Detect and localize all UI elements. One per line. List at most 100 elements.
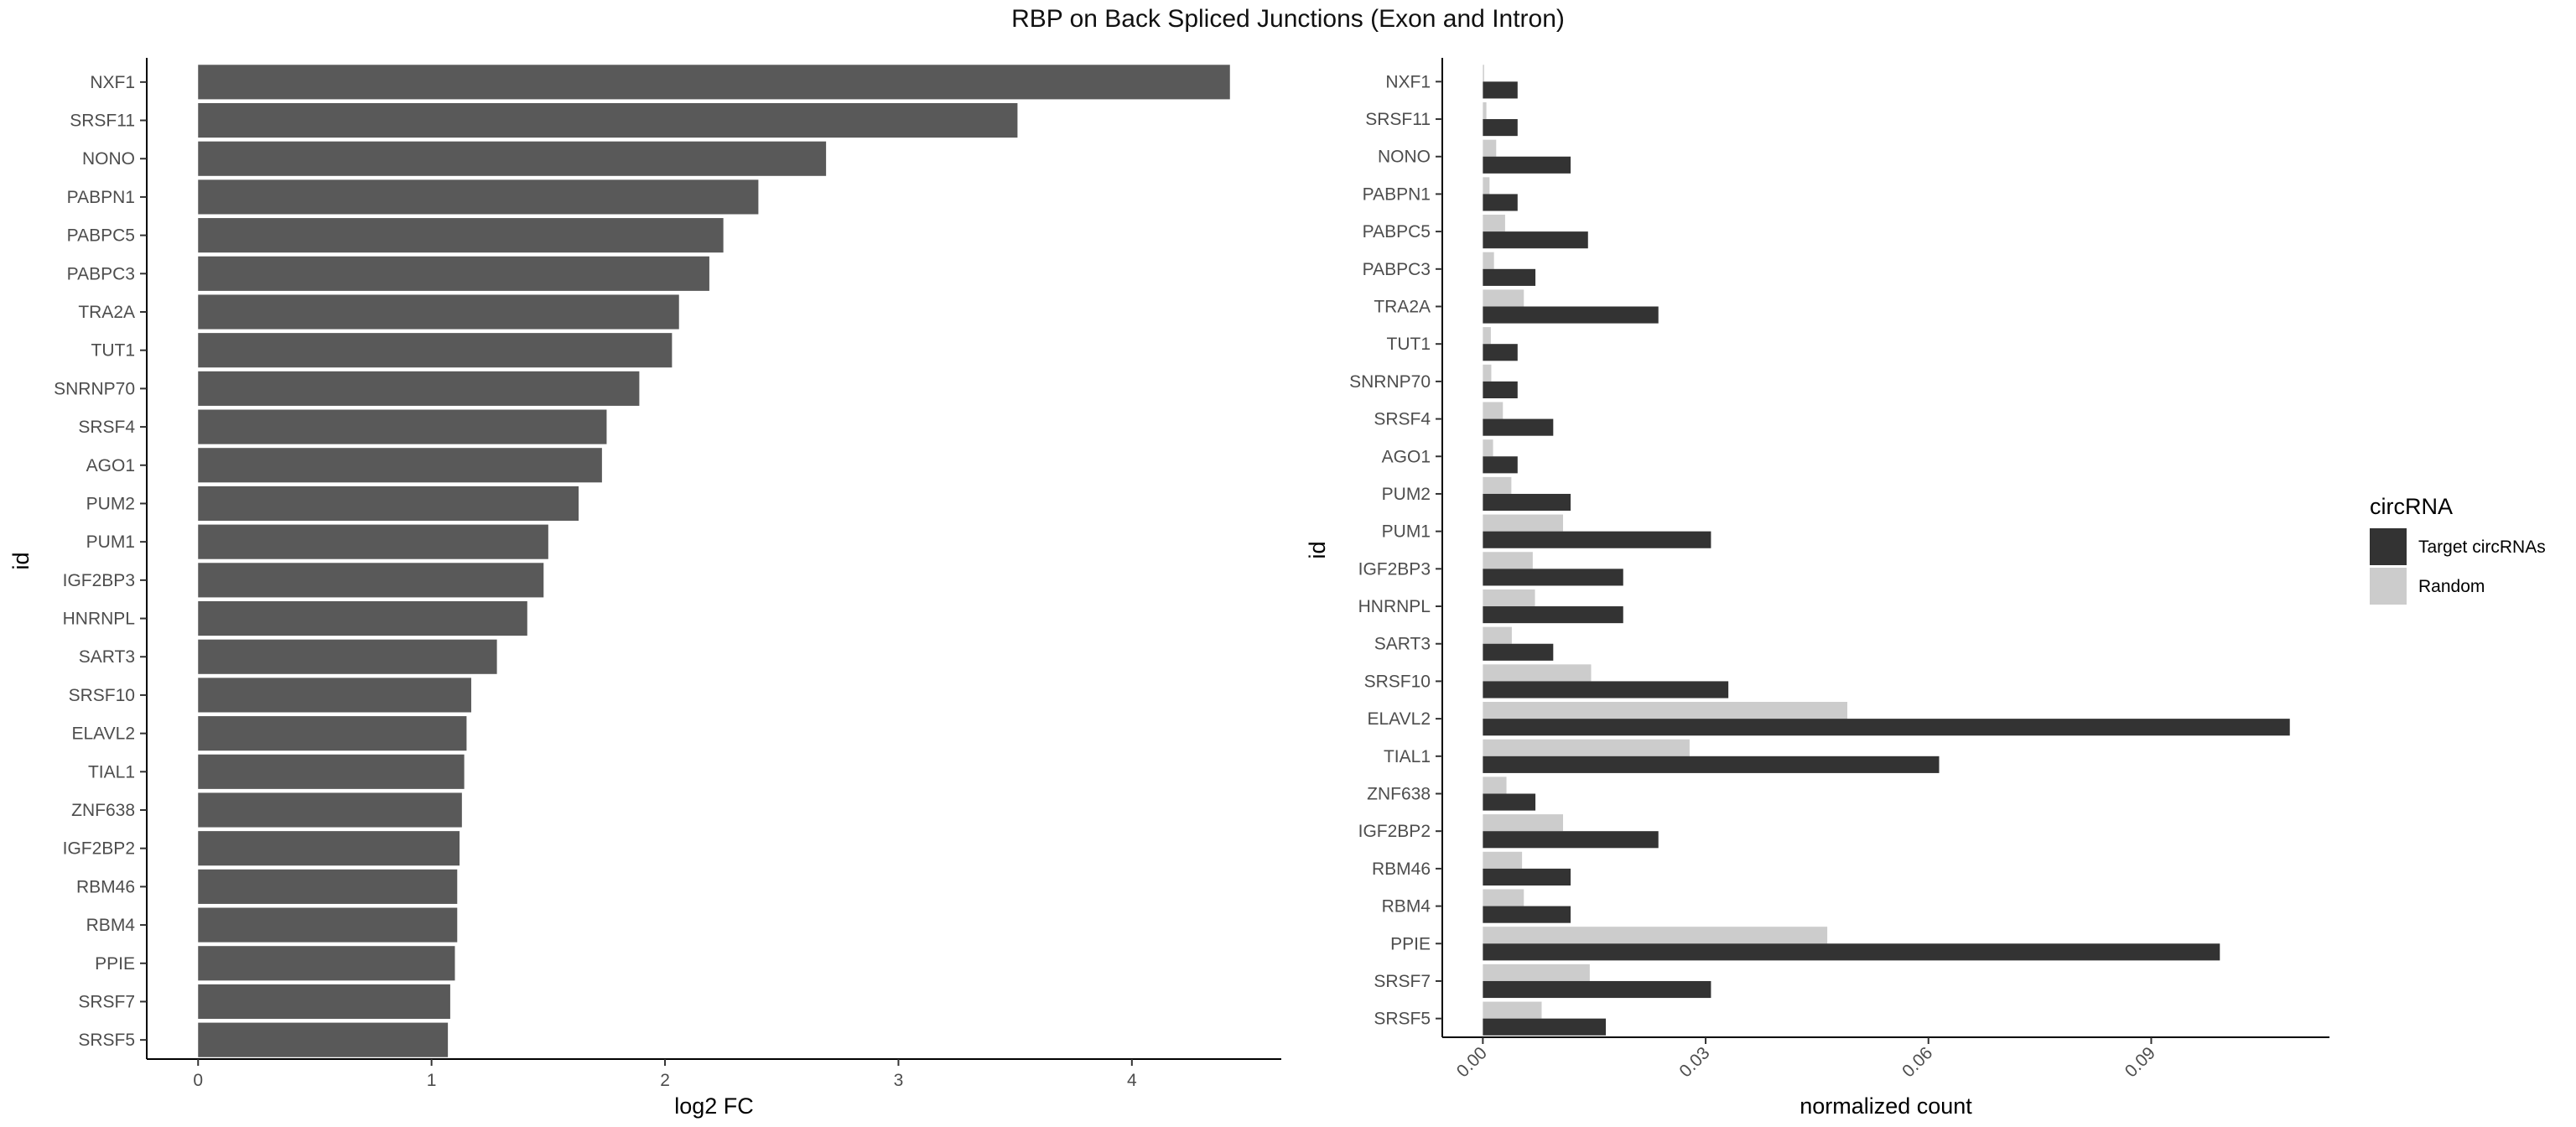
legend-label: Random [2418, 577, 2485, 596]
bar-target-nxf1 [1483, 81, 1518, 99]
y-tick-label: PABPC3 [67, 264, 135, 283]
bar-random-pabpc5 [1483, 215, 1505, 232]
y-tick-label: TUT1 [91, 341, 136, 361]
y-tick-label: RBM46 [76, 877, 135, 896]
y-tick-label: IGF2BP2 [63, 839, 135, 859]
bar-random-nono [1483, 139, 1497, 157]
fold-change-panel: NXF1 SRSF11 NONO PABPN1 PABPC5 PABPC3 TRA2A TUT… [8, 58, 1281, 1119]
bar-target-tial1 [1483, 756, 1940, 773]
y-tick-label: IGF2BP3 [63, 571, 135, 590]
y-tick-label: RBM4 [86, 916, 136, 935]
y-tick-label: SART3 [1374, 635, 1431, 654]
y-axis-title: id [1305, 541, 1330, 558]
y-tick-label: AGO1 [1382, 447, 1431, 466]
bar-random-pabpc3 [1483, 252, 1494, 269]
bar-random-srsf7 [1483, 963, 1590, 981]
y-tick-label: PABPC5 [67, 226, 135, 246]
y-tick-label: TUT1 [1387, 335, 1431, 354]
bar-igf2bp2 [198, 831, 460, 866]
y-tick-label: PPIE [95, 954, 135, 974]
bar-random-pum1 [1483, 514, 1564, 532]
bar-target-znf638 [1483, 793, 1536, 811]
bar-target-nono [1483, 156, 1571, 174]
bar-target-srsf11 [1483, 119, 1518, 137]
y-tick-label: PUM2 [86, 494, 135, 513]
x-axis-title: normalized count [1800, 1093, 1972, 1119]
y-tick-label: TRA2A [78, 303, 135, 322]
y-tick-label: SRSF5 [78, 1031, 135, 1050]
y-tick-label: TRA2A [1374, 298, 1431, 317]
bar-target-tut1 [1483, 344, 1518, 361]
bar-pum2 [198, 486, 579, 522]
bar-random-znf638 [1483, 776, 1507, 794]
y-tick-label: RBM46 [1372, 860, 1431, 879]
bar-target-srsf5 [1483, 1018, 1607, 1036]
y-tick-label: SRSF11 [70, 112, 135, 131]
legend-swatch-random [2370, 568, 2407, 605]
bar-random-hnrnpl [1483, 589, 1535, 607]
bar-random-rbm4 [1483, 889, 1524, 906]
bar-target-pabpn1 [1483, 194, 1518, 211]
bar-target-srsf7 [1483, 980, 1711, 999]
y-tick-label: SNRNP70 [54, 379, 135, 398]
y-tick-label: PUM1 [86, 532, 135, 552]
y-tick-label: SNRNP70 [1349, 372, 1431, 392]
bar-igf2bp3 [198, 563, 544, 598]
bar-hnrnpl [198, 600, 527, 636]
x-tick-label: 2 [660, 1071, 670, 1090]
y-axis-title: id [8, 552, 34, 569]
bar-target-pum2 [1483, 493, 1571, 512]
bar-srsf11 [198, 102, 1018, 138]
bar-pum1 [198, 524, 548, 559]
y-tick-label: TIAL1 [88, 762, 135, 782]
bar-target-pabpc5 [1483, 231, 1588, 249]
bar-random-srsf10 [1483, 664, 1592, 682]
y-tick-label: PABPN1 [67, 188, 135, 207]
y-tick-label: ZNF638 [1367, 785, 1431, 804]
bar-random-sart3 [1483, 626, 1512, 644]
bar-target-rbm46 [1483, 868, 1571, 886]
y-tick-label: PABPN1 [1363, 184, 1431, 204]
bar-random-tut1 [1483, 327, 1491, 345]
y-tick-label: SRSF10 [1364, 672, 1431, 691]
bar-random-igf2bp2 [1483, 814, 1564, 832]
bar-random-pabpn1 [1483, 177, 1490, 195]
bar-pabpc5 [198, 218, 724, 253]
y-tick-label: PUM2 [1382, 485, 1431, 504]
y-tick-label: IGF2BP3 [1358, 559, 1431, 579]
bar-random-snrnp70 [1483, 364, 1492, 382]
bar-elavl2 [198, 716, 467, 751]
y-tick-label: NONO [82, 149, 135, 169]
bar-random-nxf1 [1483, 65, 1484, 82]
y-tick-label: HNRNPL [1358, 597, 1431, 616]
bar-znf638 [198, 792, 462, 828]
bar-random-elavl2 [1483, 702, 1848, 719]
bar-target-pabpc3 [1483, 268, 1536, 286]
bar-target-igf2bp3 [1483, 569, 1623, 586]
bar-random-ppie [1483, 927, 1828, 944]
bar-tra2a [198, 294, 679, 330]
y-tick-label: PPIE [1390, 934, 1431, 953]
y-tick-label: TIAL1 [1384, 747, 1431, 766]
bar-target-pum1 [1483, 531, 1711, 548]
y-tick-label: SRSF4 [78, 418, 135, 437]
x-tick-label: 0 [193, 1071, 203, 1090]
bar-target-hnrnpl [1483, 606, 1623, 624]
x-tick-label: 3 [894, 1071, 904, 1090]
bar-pabpc3 [198, 256, 709, 291]
x-axis-title: log2 FC [674, 1093, 754, 1119]
bar-target-igf2bp2 [1483, 831, 1659, 849]
y-tick-label: PUM1 [1382, 522, 1431, 542]
bar-pabpn1 [198, 179, 759, 215]
bar-target-tra2a [1483, 306, 1659, 324]
bar-srsf10 [198, 678, 471, 713]
y-tick-label: SRSF4 [1374, 410, 1431, 429]
bar-snrnp70 [198, 371, 640, 406]
bar-sart3 [198, 639, 497, 674]
y-tick-label: IGF2BP2 [1358, 822, 1431, 841]
legend-label: Target circRNAs [2418, 538, 2546, 557]
y-tick-label: SRSF7 [1374, 972, 1431, 991]
y-tick-label: NXF1 [90, 73, 135, 92]
bar-rbm4 [198, 907, 458, 943]
